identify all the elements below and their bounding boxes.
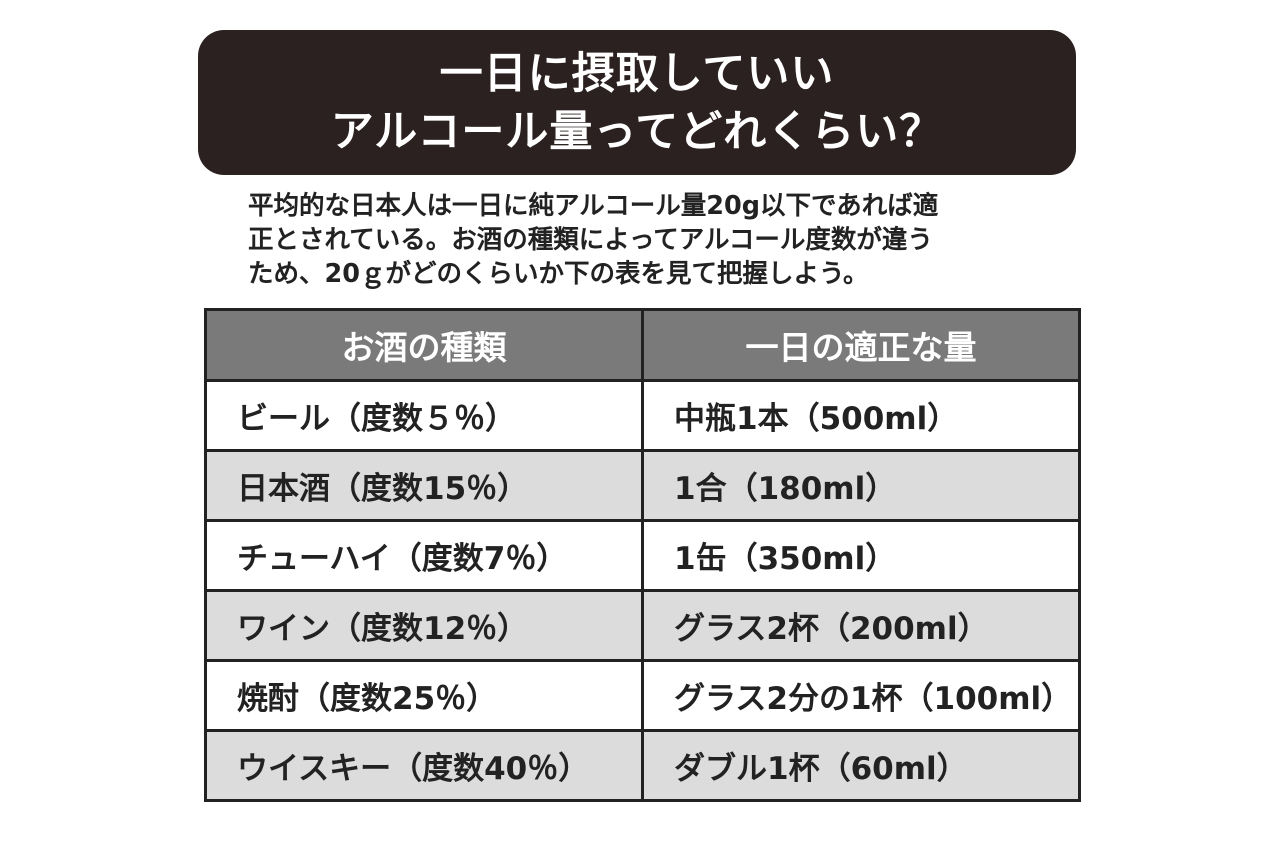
- title-line-2: アルコール量ってどれくらい？: [330, 106, 944, 157]
- drink-type-cell: 焼酎（度数25％）: [204, 659, 644, 732]
- table-row: 焼酎（度数25％） グラス2分の1杯（100ml）: [204, 659, 1081, 732]
- daily-amount-cell: グラス2杯（200ml）: [641, 589, 1081, 662]
- table-row: チューハイ（度数7％） 1缶（350ml）: [204, 519, 1081, 592]
- title-line-1: 一日に摂取していい: [439, 48, 835, 99]
- daily-amount-cell: 1缶（350ml）: [641, 519, 1081, 592]
- drink-type-cell: ウイスキー（度数40％）: [204, 729, 644, 802]
- header-drink-type: お酒の種類: [204, 308, 644, 382]
- drink-type-cell: 日本酒（度数15％）: [204, 449, 644, 522]
- table-row: ワイン（度数12％） グラス2杯（200ml）: [204, 589, 1081, 662]
- drink-type-cell: ワイン（度数12％）: [204, 589, 644, 662]
- table-row: 日本酒（度数15％） 1合（180ml）: [204, 449, 1081, 522]
- intro-line-1: 平均的な日本人は一日に純アルコール量20g以下であれば適: [248, 191, 939, 221]
- table-row: ビール（度数５％） 中瓶1本（500ml）: [204, 379, 1081, 452]
- intro-line-2: 正とされている。お酒の種類によってアルコール度数が違う: [248, 225, 933, 255]
- daily-amount-cell: 1合（180ml）: [641, 449, 1081, 522]
- drink-type-cell: ビール（度数５％）: [204, 379, 644, 452]
- table-row: ウイスキー（度数40％） ダブル1杯（60ml）: [204, 729, 1081, 802]
- daily-amount-cell: 中瓶1本（500ml）: [641, 379, 1081, 452]
- intro-paragraph: 平均的な日本人は一日に純アルコール量20g以下であれば適 正とされている。お酒の…: [248, 189, 1068, 291]
- drink-type-cell: チューハイ（度数7％）: [204, 519, 644, 592]
- table-header-row: お酒の種類 一日の適正な量: [204, 308, 1081, 382]
- title-banner: 一日に摂取していい アルコール量ってどれくらい？: [198, 30, 1076, 175]
- header-daily-amount: 一日の適正な量: [641, 308, 1081, 382]
- daily-amount-cell: グラス2分の1杯（100ml）: [641, 659, 1081, 732]
- alcohol-amount-table: お酒の種類 一日の適正な量 ビール（度数５％） 中瓶1本（500ml） 日本酒（…: [204, 308, 1081, 802]
- intro-line-3: ため、20ｇがどのくらいか下の表を見て把握しよう。: [248, 259, 869, 289]
- daily-amount-cell: ダブル1杯（60ml）: [641, 729, 1081, 802]
